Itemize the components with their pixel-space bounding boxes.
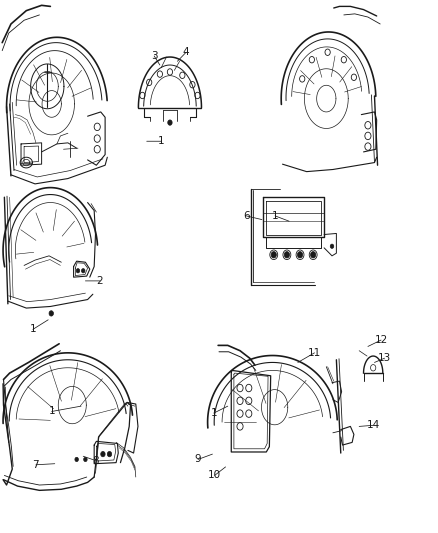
Text: 10: 10 <box>208 471 221 480</box>
Text: 12: 12 <box>374 335 388 345</box>
Circle shape <box>84 457 87 462</box>
Text: 1: 1 <box>272 211 279 221</box>
Text: 13: 13 <box>378 353 391 363</box>
Text: 1: 1 <box>210 408 217 418</box>
Circle shape <box>330 244 334 248</box>
Text: 7: 7 <box>32 460 39 470</box>
Text: 1: 1 <box>158 136 165 146</box>
Circle shape <box>49 311 53 316</box>
Circle shape <box>297 252 303 258</box>
Text: 4: 4 <box>183 47 190 57</box>
Text: 14: 14 <box>367 421 380 430</box>
Circle shape <box>311 252 316 258</box>
Text: 3: 3 <box>151 51 158 61</box>
Text: 11: 11 <box>308 348 321 358</box>
Circle shape <box>168 120 172 125</box>
Circle shape <box>81 269 85 273</box>
Text: 1: 1 <box>48 407 55 416</box>
Text: 9: 9 <box>194 455 201 464</box>
Circle shape <box>75 457 78 462</box>
Circle shape <box>271 252 276 258</box>
Circle shape <box>76 269 80 273</box>
Text: 6: 6 <box>243 211 250 221</box>
Circle shape <box>107 451 112 457</box>
Circle shape <box>284 252 290 258</box>
Text: 1: 1 <box>29 325 36 334</box>
Circle shape <box>101 451 105 457</box>
Text: 8: 8 <box>92 456 99 465</box>
Text: 2: 2 <box>96 276 103 286</box>
